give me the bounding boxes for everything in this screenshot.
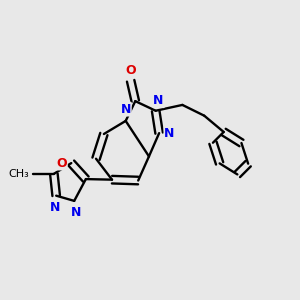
Text: N: N [164, 127, 175, 140]
Text: N: N [153, 94, 164, 107]
Text: O: O [125, 64, 136, 77]
Text: N: N [121, 103, 131, 116]
Text: O: O [56, 157, 67, 169]
Text: CH₃: CH₃ [8, 169, 29, 179]
Text: N: N [71, 206, 82, 219]
Text: N: N [50, 201, 60, 214]
